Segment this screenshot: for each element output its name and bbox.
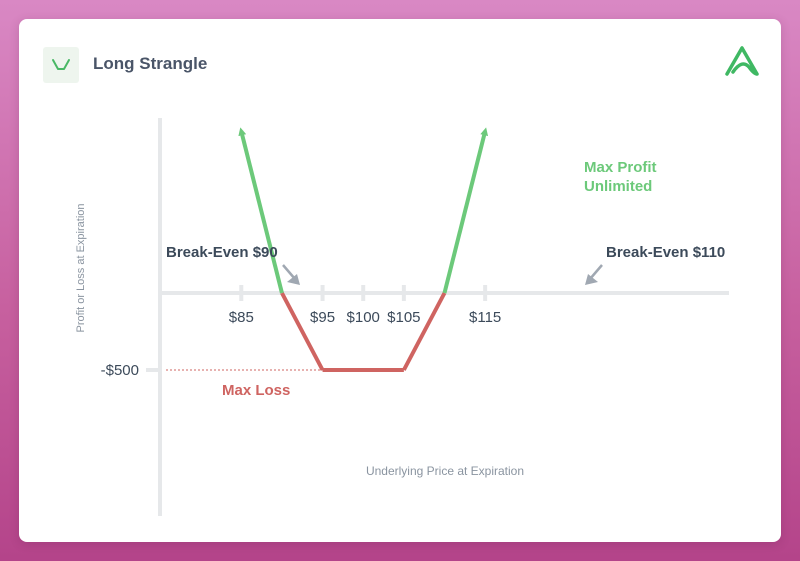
- payoff-segment-right-profit: [442, 127, 489, 294]
- max-loss-label: Max Loss: [222, 382, 290, 399]
- x-tick-label: $95: [310, 309, 335, 326]
- x-ticks: $85 $95 $100 $105 $115: [229, 285, 501, 326]
- x-tick-label: $85: [229, 309, 254, 326]
- max-profit-label: Max Profit: [584, 159, 657, 176]
- y-tick-label: -$500: [101, 362, 139, 379]
- x-tick-label: $105: [387, 309, 420, 326]
- payoff-segment-right-loss: [402, 292, 447, 371]
- brand-logo-icon: [725, 46, 759, 76]
- break-even-low-label: Break-Even $90: [166, 244, 278, 261]
- x-axis-title: Underlying Price at Expiration: [366, 464, 524, 478]
- chart-card: Long Strangle: [19, 19, 781, 542]
- break-even-high-label: Break-Even $110: [606, 244, 725, 261]
- strangle-payoff-icon: [52, 59, 70, 70]
- strategy-logo: [43, 47, 79, 83]
- break-even-high-pointer: [585, 264, 603, 285]
- y-axis-title: Profit or Loss at Expiration: [75, 203, 87, 332]
- payoff-segment-left-loss: [280, 292, 325, 371]
- payoff-series: [238, 127, 489, 372]
- x-tick-label: $115: [469, 309, 501, 326]
- max-profit-sublabel: Unlimited: [584, 178, 652, 195]
- payoff-segment-left-profit: [238, 127, 284, 294]
- break-even-low-pointer: [282, 264, 300, 285]
- x-tick-label: $100: [347, 309, 380, 326]
- page-title: Long Strangle: [93, 54, 208, 73]
